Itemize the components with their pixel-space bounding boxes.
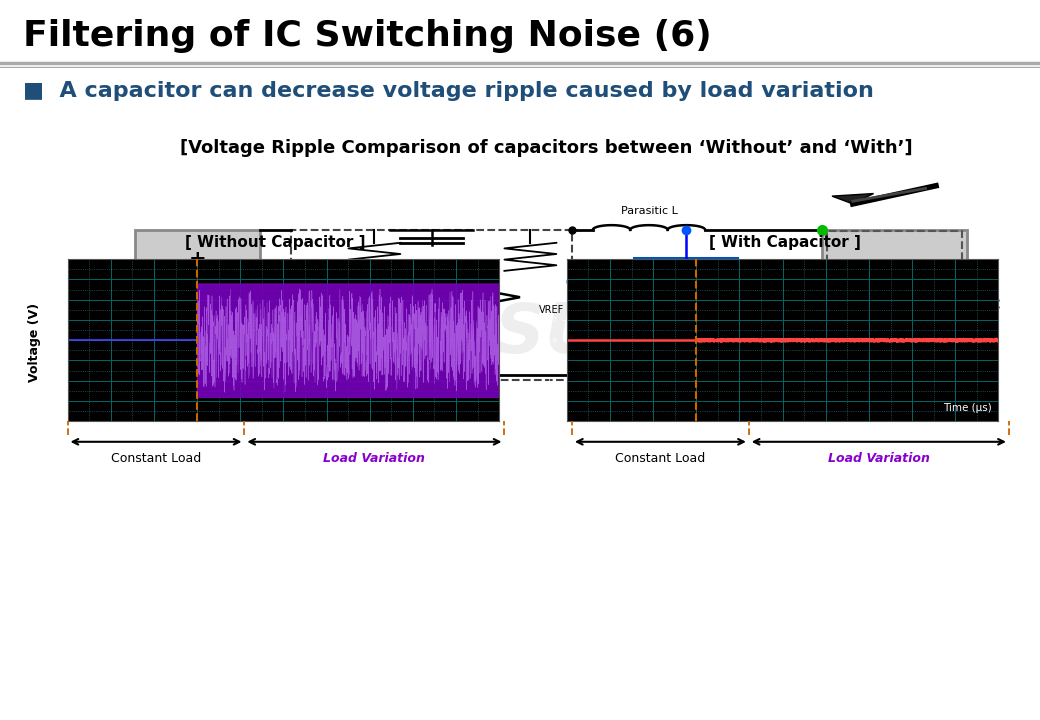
Text: Battery: Battery — [172, 296, 224, 309]
Bar — [135, 230, 260, 375]
Text: IC: IC — [986, 298, 1000, 312]
Text: VREF: VREF — [539, 305, 564, 315]
Text: Parasitic L: Parasitic L — [621, 206, 677, 215]
Text: Load Variation: Load Variation — [828, 452, 930, 465]
Text: [ Without Capacitor ]: [ Without Capacitor ] — [185, 235, 366, 251]
Bar — [634, 258, 738, 294]
Text: Voltage (V): Voltage (V) — [28, 302, 41, 382]
Text: Constant Load: Constant Load — [616, 452, 705, 465]
Bar — [291, 230, 572, 380]
Text: Capacitor: Capacitor — [566, 276, 620, 287]
Text: Load Variation: Load Variation — [323, 452, 425, 465]
Text: Filtering of IC Switching Noise (6): Filtering of IC Switching Noise (6) — [23, 19, 711, 53]
Text: Load
Variation: Load Variation — [875, 315, 914, 334]
Text: Constant Load: Constant Load — [111, 452, 201, 465]
Bar — [822, 230, 967, 380]
Bar — [827, 231, 962, 379]
Text: [Voltage Ripple Comparison of capacitors between ‘Without’ and ‘With’]: [Voltage Ripple Comparison of capacitors… — [180, 139, 912, 157]
Text: LDO: LDO — [370, 356, 399, 369]
Bar — [634, 310, 738, 323]
Text: SAMSUNG: SAMSUNG — [322, 300, 718, 367]
Polygon shape — [832, 194, 874, 204]
Text: -: - — [193, 339, 202, 359]
Text: [ With Capacitor ]: [ With Capacitor ] — [709, 235, 861, 251]
Text: Time (μs): Time (μs) — [943, 403, 992, 413]
Text: ■  A capacitor can decrease voltage ripple caused by load variation: ■ A capacitor can decrease voltage rippl… — [23, 81, 874, 101]
Text: +: + — [189, 249, 206, 269]
